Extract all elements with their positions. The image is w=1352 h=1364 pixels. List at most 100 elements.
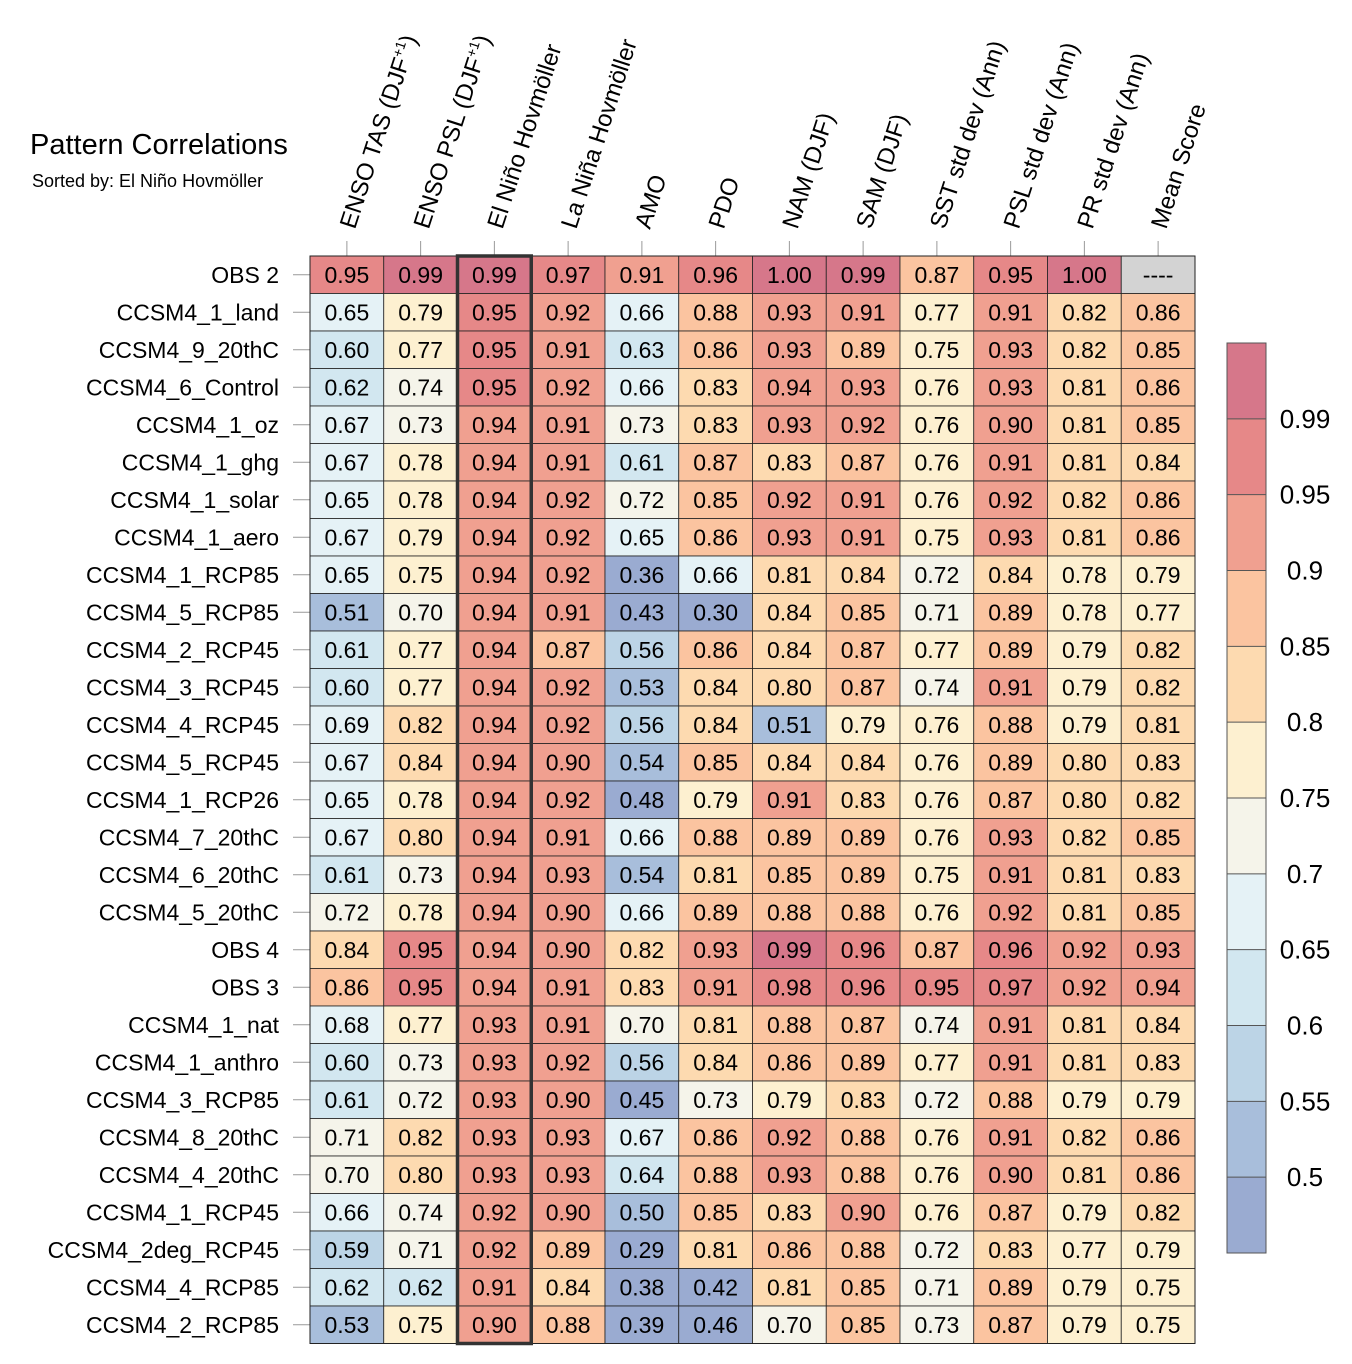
cell-value: 0.76 — [914, 487, 959, 513]
cell-value: 0.76 — [914, 1162, 959, 1188]
heatmap-cell — [899, 518, 975, 557]
heatmap-cell — [1120, 1305, 1196, 1344]
cell-value: 0.87 — [914, 937, 959, 963]
heatmap-cell — [530, 630, 606, 669]
cell-value: 0.68 — [324, 1012, 369, 1038]
cell-value: 0.90 — [546, 1087, 591, 1113]
row-label: OBS 3 — [211, 974, 279, 1000]
cell-value: 0.56 — [619, 712, 664, 738]
cell-value: 0.78 — [1062, 599, 1107, 625]
heatmap-cell — [457, 1043, 532, 1082]
cell-value: 0.97 — [988, 974, 1033, 1000]
heatmap-cell — [530, 1305, 606, 1344]
cell-value: 0.76 — [914, 787, 959, 813]
heatmap-cell — [752, 630, 827, 669]
heatmap-cell — [604, 555, 680, 594]
heatmap-cell — [530, 893, 606, 932]
cell-value: 0.77 — [914, 299, 959, 325]
heatmap-cell — [973, 780, 1048, 819]
heatmap-cell — [678, 443, 753, 482]
column-label: PR std dev (Ann) — [1072, 50, 1154, 232]
cell-value: 0.91 — [988, 1012, 1033, 1038]
heatmap-cell — [530, 1155, 606, 1194]
colorbar-bin — [1227, 873, 1266, 950]
cell-value: 0.94 — [472, 412, 517, 438]
heatmap-cell — [1047, 1230, 1122, 1269]
cell-value: 0.88 — [841, 1162, 886, 1188]
row-label: CCSM4_7_20thC — [99, 824, 279, 850]
heatmap-cell — [825, 368, 901, 407]
cell-value: 0.92 — [546, 712, 591, 738]
column-label: AMO — [630, 172, 673, 232]
cell-value: 0.78 — [398, 899, 443, 925]
cell-value: 0.87 — [988, 1199, 1033, 1225]
cell-value: 0.92 — [988, 487, 1033, 513]
cell-value: 0.89 — [988, 599, 1033, 625]
cell-value: 0.96 — [841, 974, 886, 1000]
highlight-layer — [455, 254, 533, 1346]
cell-value: 0.91 — [988, 299, 1033, 325]
cell-value: 0.81 — [1062, 899, 1107, 925]
cell-value: 0.91 — [619, 262, 664, 288]
cell-value: 0.88 — [546, 1312, 591, 1338]
row-label: CCSM4_8_20thC — [99, 1124, 279, 1150]
cell-value: 0.95 — [472, 337, 517, 363]
cell-value: 0.62 — [398, 1274, 443, 1300]
heatmap-cell — [1120, 405, 1196, 444]
cell-value: 0.92 — [546, 562, 591, 588]
cell-value: 0.87 — [988, 787, 1033, 813]
heatmap-cell — [1120, 1080, 1196, 1119]
cell-value: 0.84 — [546, 1274, 591, 1300]
cell-value: 0.81 — [767, 562, 812, 588]
heatmap-cell — [604, 630, 680, 669]
cell-value: 0.84 — [693, 674, 738, 700]
colorbar-bin — [1227, 798, 1266, 874]
heatmap-cell — [825, 930, 901, 969]
cell-value: 0.86 — [1136, 1162, 1181, 1188]
heatmap-cell — [973, 668, 1048, 707]
colorbar: 0.5 0.55 0.6 0.65 0.7 0.75 0.8 0.85 0.9 0.95 0.99 — [1226, 342, 1331, 1254]
heatmap-cell — [752, 1230, 827, 1269]
cell-value: 0.91 — [841, 299, 886, 325]
cell-value: 0.96 — [693, 262, 738, 288]
cell-value: 0.88 — [767, 899, 812, 925]
cell-value: 0.93 — [767, 337, 812, 363]
cell-value: 0.77 — [1062, 1237, 1107, 1263]
cell-value: 0.93 — [546, 1162, 591, 1188]
heatmap-cell — [457, 330, 532, 369]
cell-value: 0.76 — [914, 374, 959, 400]
cell-value: 0.92 — [988, 899, 1033, 925]
heatmap-cell — [752, 518, 827, 557]
cell-value: 0.83 — [693, 412, 738, 438]
cell-value: 0.86 — [1136, 1124, 1181, 1150]
colorbar-label: 0.65 — [1280, 935, 1331, 965]
heatmap-cell — [825, 593, 901, 632]
heatmap-cell — [383, 818, 458, 857]
heatmap-cell — [530, 405, 606, 444]
cell-value: 0.76 — [914, 749, 959, 775]
heatmap-cell — [973, 1043, 1048, 1082]
cell-value: 0.75 — [914, 337, 959, 363]
cell-value: 0.87 — [841, 449, 886, 475]
cell-value: 0.77 — [1136, 599, 1181, 625]
heatmap-cell — [973, 480, 1048, 519]
column-labels: ENSO TAS (DJF+1)ENSO PSL (DJF+1)El Niño … — [335, 32, 1212, 256]
cell-value: 0.95 — [398, 974, 443, 1000]
heatmap-cell — [752, 405, 827, 444]
cell-value: 0.78 — [398, 449, 443, 475]
cell-value: 0.85 — [841, 1312, 886, 1338]
cell-value: 0.82 — [1062, 487, 1107, 513]
colorbar-label: 0.7 — [1287, 859, 1323, 889]
cell-value: 0.79 — [1062, 1087, 1107, 1113]
heatmap-cell — [973, 1268, 1048, 1307]
colorbar-label: 0.6 — [1287, 1011, 1323, 1041]
row-label: CCSM4_1_land — [117, 299, 279, 325]
cell-value: 0.65 — [324, 299, 369, 325]
cell-value: 0.78 — [398, 787, 443, 813]
cell-value: 0.92 — [1062, 974, 1107, 1000]
cell-value: 0.66 — [619, 899, 664, 925]
heatmap-cell — [383, 743, 458, 782]
cell-value: 0.72 — [914, 562, 959, 588]
cell-value: 0.83 — [619, 974, 664, 1000]
